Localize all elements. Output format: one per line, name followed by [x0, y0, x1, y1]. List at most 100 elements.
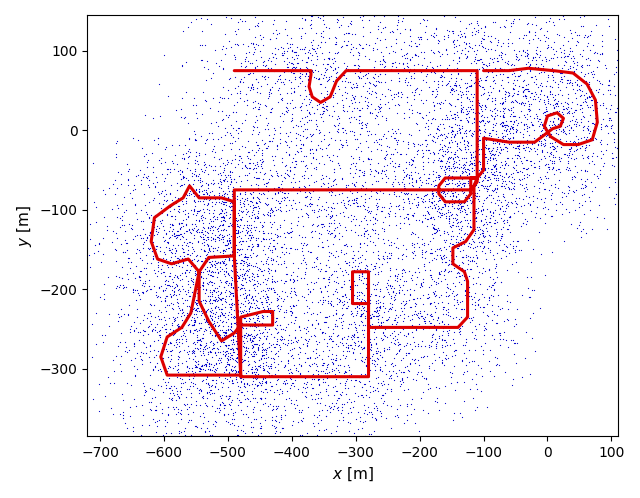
Point: [195, 41, 205, 49]
Point: [438, 305, 448, 313]
Point: [248, 85, 259, 93]
Point: [181, 313, 191, 321]
Point: [393, 69, 403, 77]
Point: [570, 28, 580, 36]
Point: [236, 182, 246, 190]
Point: [270, 344, 280, 352]
Point: [496, 158, 506, 166]
Point: [164, 329, 174, 337]
Point: [308, 36, 319, 44]
Point: [541, 174, 551, 182]
Point: [588, 136, 598, 144]
Point: [399, 310, 410, 318]
Point: [340, 368, 350, 375]
Point: [310, 163, 321, 171]
Point: [557, 188, 568, 196]
Point: [177, 299, 188, 307]
Point: [346, 333, 356, 341]
Point: [445, 107, 455, 115]
Point: [410, 39, 420, 47]
Point: [186, 18, 196, 26]
Point: [182, 147, 193, 155]
Point: [216, 197, 227, 205]
Point: [433, 299, 444, 307]
Point: [376, 409, 386, 417]
Point: [220, 130, 230, 138]
Point: [116, 352, 126, 360]
Point: [189, 373, 199, 380]
Point: [353, 142, 364, 150]
Point: [257, 351, 267, 359]
Point: [265, 378, 275, 386]
Point: [394, 29, 404, 37]
Point: [462, 265, 472, 273]
Point: [360, 373, 370, 380]
Point: [255, 47, 265, 55]
Point: [493, 67, 504, 75]
Point: [472, 96, 483, 104]
Point: [184, 385, 194, 393]
Point: [249, 163, 259, 171]
Point: [545, 149, 555, 157]
Point: [234, 189, 244, 197]
Point: [505, 213, 515, 221]
Point: [257, 346, 267, 354]
Point: [273, 360, 283, 368]
Point: [390, 276, 400, 284]
Point: [201, 236, 211, 244]
Point: [185, 251, 195, 259]
Point: [99, 213, 109, 221]
Point: [197, 304, 207, 312]
Point: [243, 413, 253, 421]
Point: [238, 374, 248, 382]
Point: [443, 66, 453, 74]
Point: [530, 31, 540, 39]
Point: [354, 288, 364, 296]
Point: [460, 287, 470, 295]
Point: [257, 366, 268, 374]
Point: [244, 331, 254, 339]
Point: [399, 314, 409, 322]
Point: [293, 367, 303, 374]
Point: [439, 322, 449, 330]
Point: [339, 199, 349, 207]
Point: [302, 382, 312, 390]
Point: [337, 143, 347, 151]
Point: [311, 61, 321, 69]
Point: [536, 141, 547, 149]
Point: [280, 24, 290, 32]
Point: [321, 412, 332, 420]
Point: [235, 196, 245, 204]
Point: [173, 404, 183, 412]
Point: [212, 338, 223, 346]
Point: [429, 351, 440, 359]
Point: [510, 81, 520, 89]
Point: [495, 70, 506, 78]
Point: [371, 362, 381, 370]
Point: [176, 181, 186, 189]
Point: [420, 186, 431, 194]
Point: [552, 30, 562, 38]
Point: [190, 292, 200, 300]
Point: [445, 208, 455, 216]
Point: [550, 126, 561, 134]
Point: [262, 312, 273, 320]
Point: [267, 260, 277, 268]
Point: [175, 428, 186, 436]
Point: [229, 312, 239, 320]
Point: [282, 292, 292, 300]
Point: [219, 410, 229, 418]
Point: [246, 294, 256, 302]
Point: [375, 18, 385, 26]
Point: [375, 107, 385, 115]
Point: [250, 151, 260, 159]
Point: [481, 149, 491, 157]
Point: [447, 123, 457, 131]
Point: [330, 232, 340, 240]
Point: [430, 115, 440, 123]
Point: [557, 105, 568, 113]
Point: [372, 120, 383, 127]
Point: [317, 367, 328, 375]
Point: [266, 306, 276, 314]
Point: [545, 181, 556, 189]
